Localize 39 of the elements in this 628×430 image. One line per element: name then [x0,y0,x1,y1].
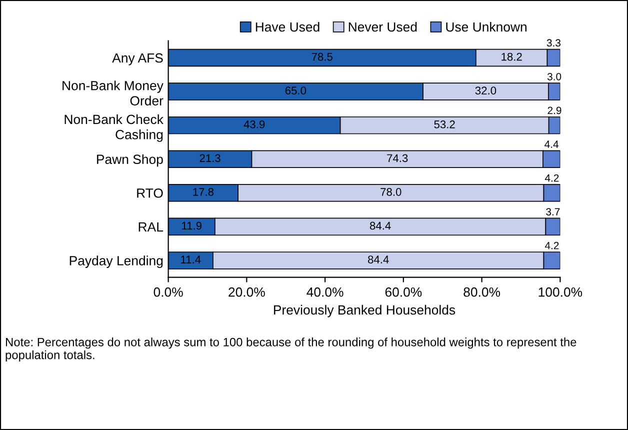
y-tick-label: Any AFS [112,53,163,66]
data-label: 11.9 [182,222,202,230]
data-label: 21.3 [200,154,220,162]
data-label: 4.2 [544,174,559,182]
data-label: 84.4 [368,256,389,264]
data-label: 65.0 [285,86,306,95]
data-label: 3.0 [547,72,562,80]
data-label: 3.3 [546,39,560,47]
data-label: 4.2 [544,242,559,250]
legend-label: Have Used [256,22,320,32]
x-tick-label: 60.0% [385,287,422,297]
x-tick-label: 100.0% [538,287,582,297]
data-label: 53.2 [434,120,455,128]
text: Note: Percentages do not always sum to 100 because of the rounding of household weights to represent the population totals. [6,338,576,362]
data-label: 4.4 [544,140,558,148]
y-tick-label: Pawn Shop [97,154,163,167]
data-label: 17.8 [193,188,214,196]
data-label: 11.4 [181,256,201,264]
y-tick-label: Non-Bank Check Cashing [64,114,164,142]
data-label: 18.2 [502,52,522,61]
data-label: 78.5 [312,52,332,61]
y-tick-label: Payday Lending [70,256,163,268]
x-tick-label: 20.0% [228,287,265,297]
x-tick-label: 80.0% [464,287,500,297]
data-label: 74.3 [387,154,408,162]
data-label: 84.4 [370,222,391,230]
data-label: 78.0 [380,188,402,196]
data-label: 43.9 [244,120,265,128]
y-tick-label: RAL [138,222,164,232]
data-label: 2.9 [548,106,562,114]
data-label: 32.0 [475,86,496,95]
x-tick-label: 40.0% [306,287,344,297]
data-label: 3.7 [546,208,560,216]
y-tick-label: RTO [137,188,163,198]
x-tick-label: 0.0% [154,287,183,297]
x-axis-title: Previously Banked Households [274,304,456,318]
y-tick-label: Non-Bank Money Order [62,80,164,106]
legend-label: Use Unknown [446,22,526,32]
legend-label: Never Used [348,22,417,32]
